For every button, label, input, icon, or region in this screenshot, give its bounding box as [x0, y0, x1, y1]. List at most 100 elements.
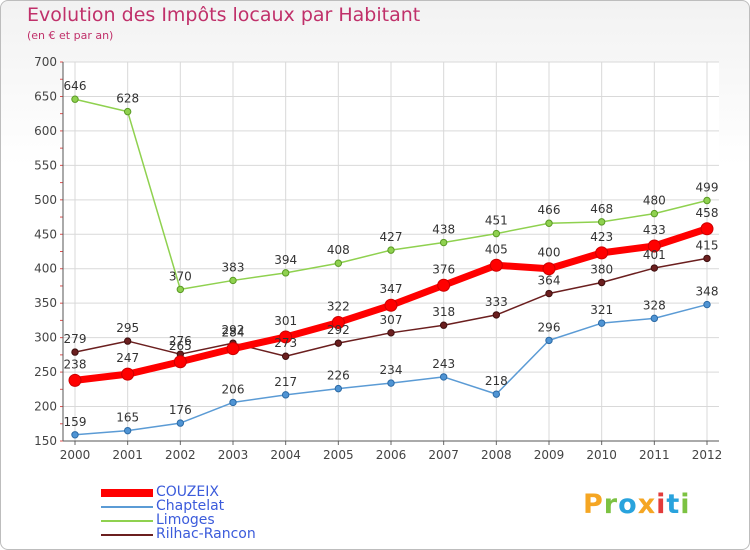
logo-letter: o	[618, 489, 638, 520]
data-point	[281, 269, 290, 277]
data-point	[123, 426, 132, 435]
logo-letter: r	[603, 489, 619, 520]
data-point	[334, 339, 343, 347]
data-point	[226, 342, 240, 356]
logo-letter: x	[637, 489, 657, 520]
data-point	[281, 391, 290, 399]
y-tick-label: 550	[34, 158, 57, 172]
x-tick-label: 2007	[428, 448, 459, 462]
data-label: 322	[327, 299, 350, 313]
data-label: 480	[643, 194, 666, 208]
data-point	[176, 419, 185, 427]
data-point	[597, 319, 606, 327]
legend-label: COUZEIX	[156, 484, 219, 500]
data-point	[703, 300, 711, 309]
data-label: 276	[169, 334, 192, 348]
legend-swatch	[101, 506, 153, 508]
data-label: 405	[485, 242, 508, 256]
data-label: 273	[274, 336, 297, 350]
data-label: 217	[274, 375, 297, 389]
data-label: 333	[485, 295, 508, 309]
data-point	[123, 107, 132, 116]
logo-letter: i	[680, 489, 691, 520]
data-point	[545, 289, 553, 298]
data-label: 408	[327, 243, 350, 257]
data-label: 348	[696, 285, 719, 299]
x-tick-label: 2004	[270, 448, 301, 462]
data-point	[647, 239, 661, 253]
data-point	[387, 379, 395, 387]
data-point	[384, 298, 398, 312]
data-point	[439, 321, 448, 329]
data-label: 165	[116, 411, 139, 425]
data-label: 238	[64, 357, 87, 371]
legend-swatch	[101, 489, 153, 497]
data-label: 176	[169, 403, 192, 417]
data-label: 423	[590, 230, 613, 244]
x-tick-label: 2001	[112, 448, 143, 462]
y-tick-label: 600	[34, 124, 57, 138]
data-label: 383	[222, 260, 245, 274]
data-label: 296	[538, 320, 561, 334]
data-label: 279	[64, 332, 87, 346]
y-tick-label: 150	[34, 434, 57, 448]
data-label: 628	[116, 92, 139, 106]
legend-label: Rilhac-Rancon	[156, 526, 256, 542]
data-point	[650, 314, 659, 323]
data-point	[545, 336, 553, 345]
y-tick-label: 350	[34, 296, 57, 310]
logo-letter: P	[583, 489, 604, 520]
data-label: 292	[222, 323, 245, 337]
legend-swatch	[101, 520, 153, 522]
data-point	[387, 329, 395, 337]
data-point	[176, 285, 185, 294]
data-point	[542, 262, 556, 276]
data-point	[489, 258, 503, 272]
x-tick-label: 2009	[534, 448, 565, 462]
data-point	[387, 246, 395, 254]
data-point	[700, 222, 714, 236]
data-label: 380	[590, 263, 613, 277]
y-tick-label: 700	[34, 55, 57, 69]
legend-item: Chaptelat	[101, 498, 321, 515]
data-point	[71, 348, 79, 356]
y-tick-label: 450	[34, 227, 57, 241]
x-tick-label: 2002	[165, 448, 196, 462]
data-label: 415	[696, 238, 719, 252]
data-label: 370	[169, 269, 192, 283]
logo-letter: t	[666, 489, 681, 520]
legend-label: Chaptelat	[156, 498, 225, 514]
data-label: 318	[432, 305, 455, 319]
data-label: 646	[64, 79, 87, 93]
y-tick-label: 500	[34, 193, 57, 207]
data-label: 328	[643, 298, 666, 312]
data-label: 347	[380, 282, 403, 296]
data-label: 401	[643, 248, 666, 262]
data-label: 376	[432, 262, 455, 276]
legend-swatch	[101, 534, 153, 536]
data-point	[173, 355, 187, 369]
legend-item: Limoges	[101, 512, 321, 529]
data-label: 451	[485, 214, 508, 228]
data-point	[597, 218, 606, 226]
data-label: 433	[643, 223, 666, 237]
data-point	[650, 209, 659, 218]
y-tick-label: 650	[34, 89, 57, 103]
data-point	[334, 259, 343, 267]
data-label: 247	[116, 351, 139, 365]
data-label: 468	[590, 202, 613, 216]
proxiti-logo: Proxiti	[583, 489, 691, 520]
data-point	[229, 398, 237, 407]
data-label: 159	[64, 415, 87, 429]
data-label: 284	[222, 326, 245, 340]
legend-label: Limoges	[156, 512, 215, 528]
data-label: 394	[274, 253, 297, 267]
data-point	[595, 246, 609, 260]
data-label: 466	[538, 203, 561, 217]
data-point	[334, 384, 343, 393]
data-point	[331, 315, 345, 329]
data-point	[121, 367, 135, 381]
y-tick-label: 400	[34, 262, 57, 276]
